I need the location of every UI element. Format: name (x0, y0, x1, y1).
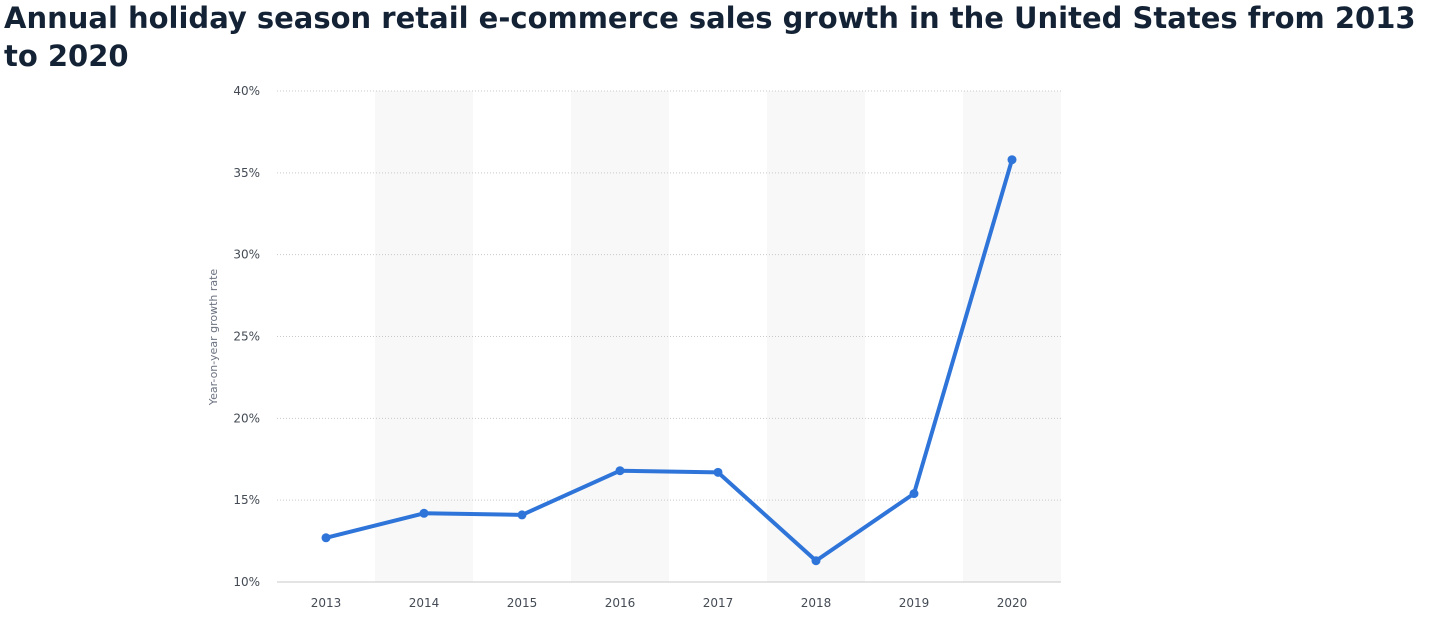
data-point[interactable] (615, 466, 625, 476)
data-point[interactable] (419, 508, 429, 518)
y-tick-label: 35% (233, 166, 260, 180)
x-tick-label: 2015 (507, 596, 538, 610)
series-group (321, 155, 1017, 566)
y-tick-label: 25% (233, 330, 260, 344)
data-point[interactable] (909, 489, 919, 499)
x-tick-label: 2017 (703, 596, 734, 610)
y-tick-label: 10% (233, 575, 260, 589)
x-tick-label: 2019 (899, 596, 930, 610)
x-tick-label: 2013 (311, 596, 342, 610)
y-tick-label: 15% (233, 493, 260, 507)
x-tick-label: 2020 (997, 596, 1028, 610)
page-title: Annual holiday season retail e-commerce … (4, 1, 1416, 73)
data-point[interactable] (811, 556, 821, 566)
data-point[interactable] (713, 467, 723, 477)
y-tick-label: 30% (233, 248, 260, 262)
y-tick-label: 40% (233, 84, 260, 98)
x-tick-label: 2016 (605, 596, 636, 610)
y-axis-title: Year-on-year growth rate (207, 269, 220, 407)
y-tick-label: 20% (233, 411, 260, 425)
x-axis-ticks: 2013 2014 2015 2016 2017 2018 2019 2020 (311, 596, 1028, 610)
x-tick-label: 2018 (801, 596, 832, 610)
data-point[interactable] (1007, 155, 1017, 165)
y-axis-ticks: 10% 15% 20% 25% 30% 35% 40% (233, 84, 260, 589)
data-point[interactable] (321, 533, 331, 543)
x-tick-label: 2014 (409, 596, 440, 610)
column-band (767, 91, 865, 582)
data-point[interactable] (517, 510, 527, 520)
gridlines (277, 90, 1061, 583)
series-line (324, 157, 1014, 563)
